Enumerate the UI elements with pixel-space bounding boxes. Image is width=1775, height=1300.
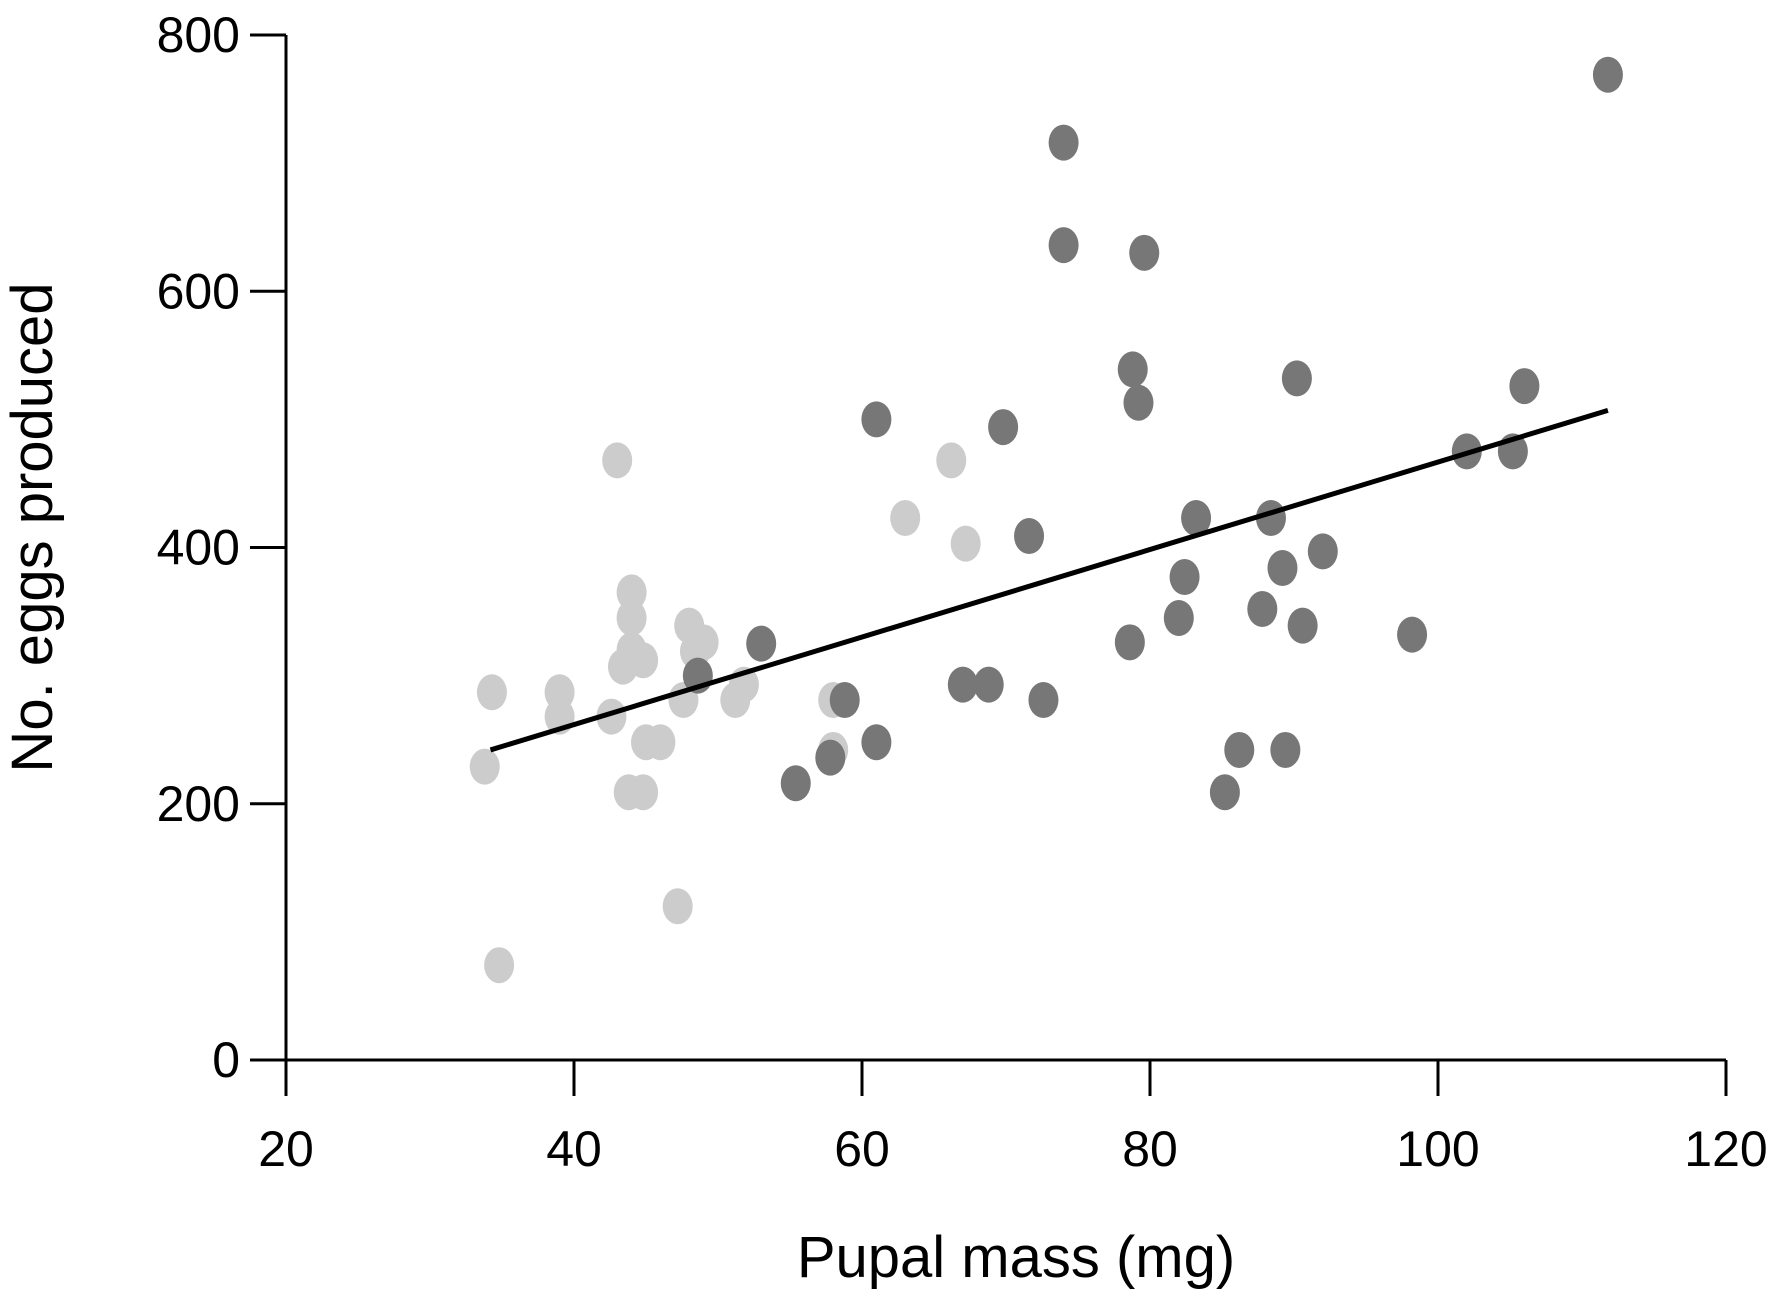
trend-line [489, 408, 1609, 753]
data-point [688, 624, 719, 661]
data-point [628, 774, 659, 811]
data-point [469, 748, 500, 785]
data-point [1307, 533, 1338, 570]
data-point [1129, 234, 1160, 271]
data-point [1592, 56, 1623, 93]
data-point [861, 724, 892, 761]
data-point [746, 625, 777, 662]
x-axis-title: Pupal mass (mg) [797, 1225, 1235, 1290]
data-point [1209, 774, 1240, 811]
data-point [1397, 616, 1428, 653]
data-point [947, 666, 978, 703]
x-tick-label: 100 [1396, 1121, 1479, 1177]
data-point [1114, 624, 1145, 661]
data-point [1014, 517, 1045, 554]
data-point [484, 947, 515, 984]
data-point [1163, 599, 1194, 636]
data-point [780, 765, 811, 802]
data-point [1169, 558, 1200, 595]
data-point [628, 642, 659, 679]
y-tick-label: 400 [157, 520, 240, 576]
y-tick-label: 800 [157, 7, 240, 63]
x-tick-label: 60 [834, 1121, 890, 1177]
data-point [616, 599, 647, 636]
data-points [469, 56, 1623, 984]
data-point [662, 888, 693, 925]
data-point [1123, 384, 1154, 421]
data-point [1281, 360, 1312, 397]
y-tick-label: 200 [157, 776, 240, 832]
data-point [1117, 351, 1148, 388]
data-point [645, 724, 676, 761]
data-point [1509, 368, 1540, 405]
data-point [988, 409, 1019, 446]
data-point [596, 698, 627, 735]
data-point [815, 739, 846, 776]
y-tick-label: 0 [212, 1032, 240, 1088]
x-tick-label: 20 [258, 1121, 314, 1177]
data-point [1224, 731, 1255, 768]
data-point [890, 500, 921, 537]
axis-ticks: 0 200 400 600 800 20 40 60 80 100 120 [157, 7, 1768, 1177]
y-tick-label: 600 [157, 263, 240, 319]
data-point [476, 674, 507, 711]
data-point [936, 442, 967, 479]
data-point [616, 574, 647, 611]
data-point [1247, 591, 1278, 627]
x-tick-label: 40 [546, 1121, 602, 1177]
data-point [829, 681, 860, 718]
data-point [1270, 731, 1301, 768]
data-point [861, 401, 892, 438]
x-tick-label: 120 [1684, 1121, 1767, 1177]
data-point [1028, 681, 1059, 718]
data-point [1287, 607, 1318, 644]
data-point [973, 666, 1004, 703]
data-point [602, 442, 633, 479]
data-point [950, 525, 981, 562]
y-axis-title: No. eggs produced [0, 282, 65, 772]
data-point [1048, 227, 1079, 264]
data-point [1267, 550, 1298, 586]
data-point [1181, 500, 1212, 537]
data-point [1048, 124, 1079, 161]
x-tick-label: 80 [1122, 1121, 1178, 1177]
